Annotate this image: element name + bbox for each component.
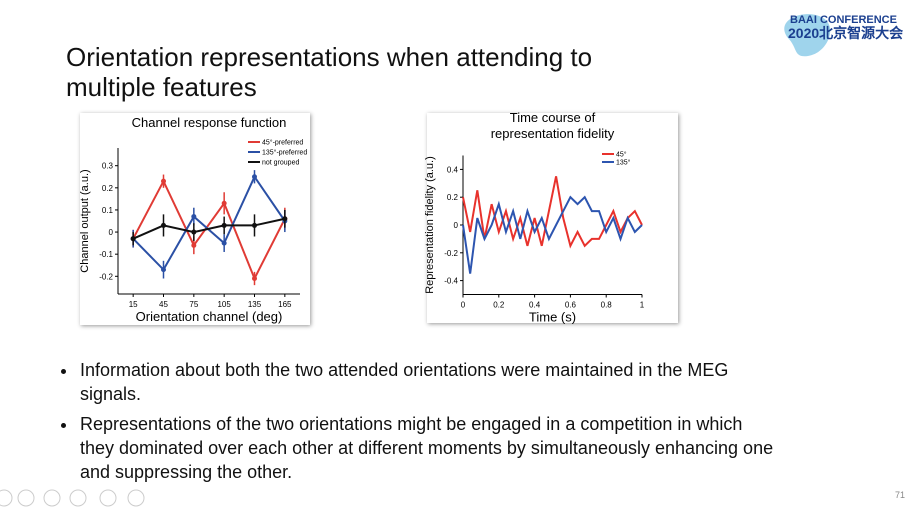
x-tick-label: 0.8 (601, 301, 613, 310)
tool-icon[interactable] (69, 489, 87, 507)
x-axis-label: Orientation channel (deg) (136, 309, 283, 324)
series-line (132, 174, 286, 272)
y-tick-label: 0.3 (102, 162, 114, 171)
y-tick-label: -0.1 (99, 250, 113, 259)
data-point (221, 240, 227, 246)
bullet: Representations of the two orientations … (78, 412, 778, 484)
x-tick-label: 15 (129, 300, 138, 309)
y-axis-label: Channel output (a.u.) (79, 169, 91, 272)
x-tick-label: 105 (217, 300, 231, 309)
y-axis-label: Representation fidelity (a.u.) (424, 156, 436, 294)
data-point (161, 178, 166, 184)
x-tick-label: 45 (159, 300, 168, 309)
data-point (282, 216, 288, 222)
legend-label: 45°-preferred (262, 139, 303, 147)
data-point (191, 229, 197, 235)
bullet-list: Information about both the two attended … (52, 358, 778, 490)
logo-bottom: 2020北京智源大会 (788, 25, 904, 41)
page-number: 71 (894, 490, 905, 500)
y-tick-label: 0 (109, 228, 114, 237)
tool-icon[interactable] (0, 489, 13, 507)
logo: BAAI CONFERENCE 2020北京智源大会 (784, 14, 904, 57)
y-tick-label: -0.2 (99, 272, 113, 281)
tool-icon[interactable] (99, 489, 117, 507)
series-line (462, 176, 643, 249)
data-point (161, 222, 166, 228)
legend-label: 135°-preferred (262, 149, 307, 157)
x-tick-label: 75 (189, 300, 198, 309)
tool-icon[interactable] (127, 489, 145, 507)
data-point (191, 242, 197, 248)
y-tick-label: 0.4 (447, 165, 459, 174)
tool-icon[interactable] (17, 489, 35, 507)
x-tick-label: 0 (461, 301, 466, 310)
data-point (130, 236, 136, 242)
x-tick-label: 0.4 (529, 301, 541, 310)
y-tick-label: -0.2 (444, 249, 458, 258)
toolbar (0, 489, 145, 507)
data-point (221, 222, 227, 228)
data-point (252, 174, 257, 180)
x-tick-label: 165 (278, 300, 292, 309)
legend-label: 45° (616, 151, 627, 159)
data-point (161, 267, 166, 273)
legend-label: 135° (616, 159, 631, 167)
x-tick-label: 135 (248, 300, 262, 309)
x-tick-label: 0.6 (565, 301, 577, 310)
x-tick-label: 0.2 (493, 301, 505, 310)
y-tick-label: 0.2 (447, 193, 459, 202)
data-point (221, 200, 227, 206)
y-tick-label: 0.2 (102, 184, 114, 193)
slide-title: Orientation representations when attendi… (66, 42, 593, 102)
logo-top: BAAI CONFERENCE (790, 14, 897, 26)
chart-panel (427, 113, 678, 323)
series-line (132, 217, 286, 240)
tool-icon[interactable] (43, 489, 61, 507)
chart-title: representation fidelity (491, 126, 615, 141)
data-point (191, 214, 197, 220)
chart-title: Channel response function (132, 115, 287, 130)
y-tick-label: 0 (454, 221, 459, 230)
bullet: Information about both the two attended … (78, 358, 778, 406)
data-point (252, 276, 257, 282)
logo-shape (784, 14, 831, 57)
series-line (462, 195, 643, 274)
y-tick-label: 0.1 (102, 206, 114, 215)
legend-label: not grouped (262, 160, 299, 167)
chart-title: Time course of (510, 110, 596, 125)
series-line (132, 178, 286, 281)
x-tick-label: 1 (640, 301, 645, 310)
data-point (252, 222, 257, 228)
y-tick-label: -0.4 (444, 277, 458, 286)
x-axis-label: Time (s) (529, 310, 576, 325)
